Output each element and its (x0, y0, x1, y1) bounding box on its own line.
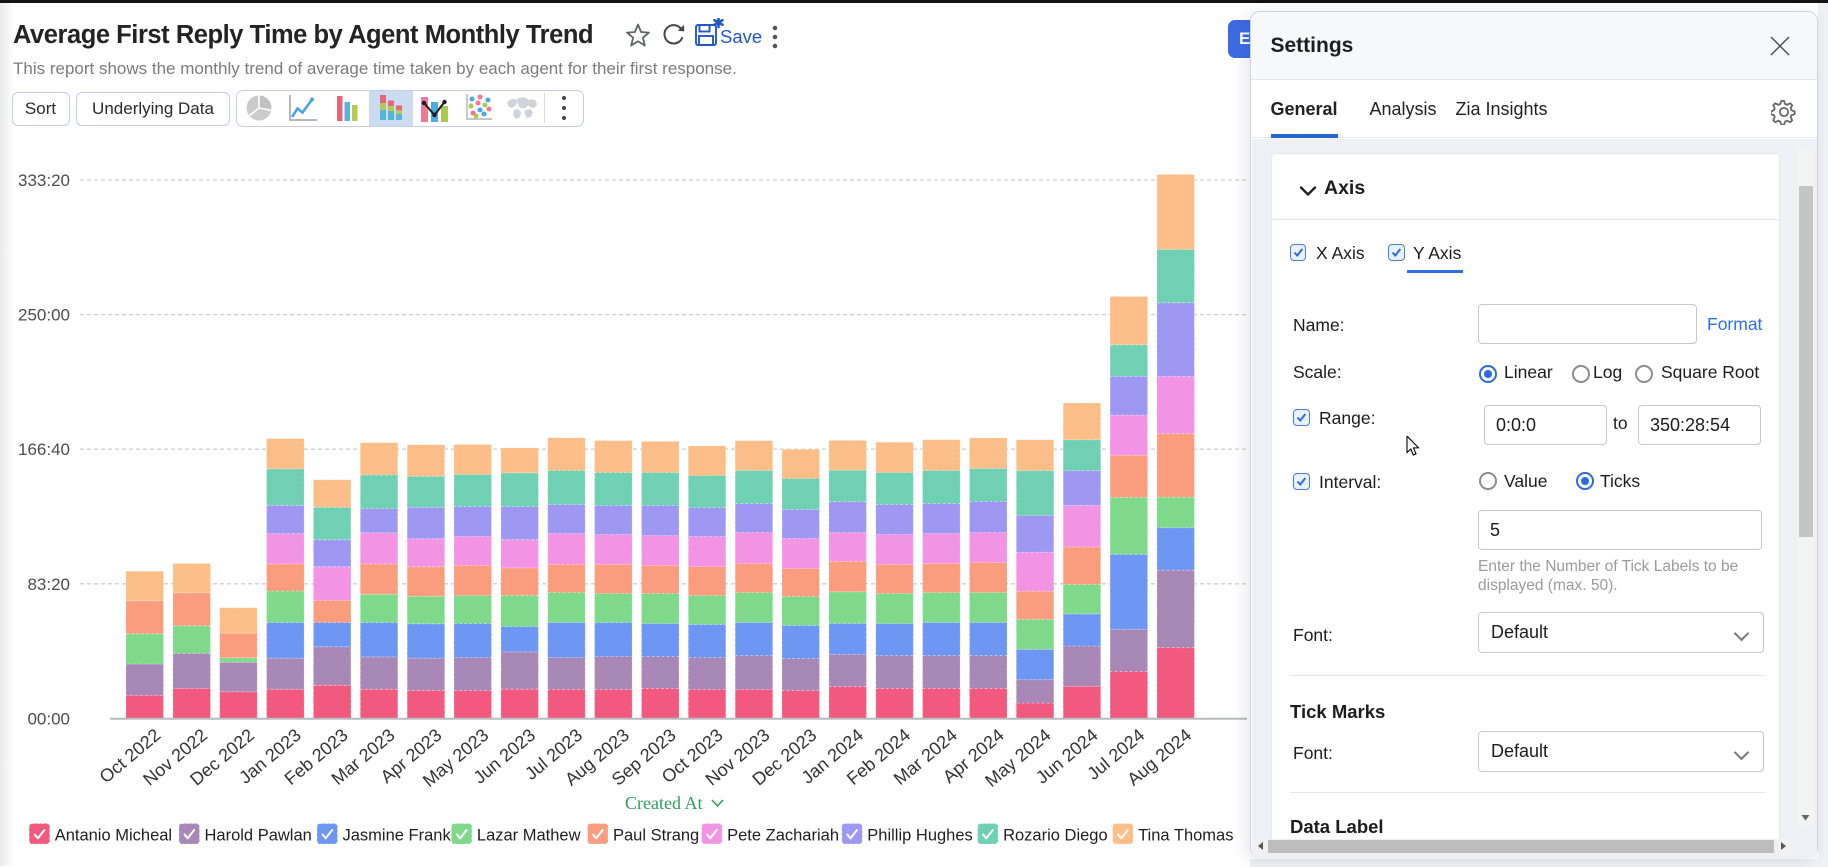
svg-text:333:20: 333:20 (18, 171, 70, 190)
svg-text:Created At: Created At (625, 793, 702, 813)
svg-text:Save: Save (720, 26, 762, 47)
svg-text:250:00: 250:00 (18, 306, 70, 325)
svg-text:Paul Strang: Paul Strang (613, 827, 699, 845)
svg-text:Pete Zachariah: Pete Zachariah (727, 827, 839, 845)
svg-text:00:00: 00:00 (27, 710, 70, 729)
svg-text:83:20: 83:20 (27, 575, 70, 594)
svg-text:Lazar Mathew: Lazar Mathew (477, 827, 581, 845)
svg-text:Rozario Diego: Rozario Diego (1003, 827, 1108, 845)
svg-text:Harold Pawlan: Harold Pawlan (205, 827, 312, 845)
svg-text:Phillip Hughes: Phillip Hughes (867, 827, 972, 845)
svg-text:Tina Thomas: Tina Thomas (1138, 827, 1233, 845)
svg-text:166:40: 166:40 (18, 440, 70, 459)
svg-text:Jasmine Frank: Jasmine Frank (343, 827, 452, 845)
svg-text:Antanio Micheal: Antanio Micheal (55, 827, 172, 845)
